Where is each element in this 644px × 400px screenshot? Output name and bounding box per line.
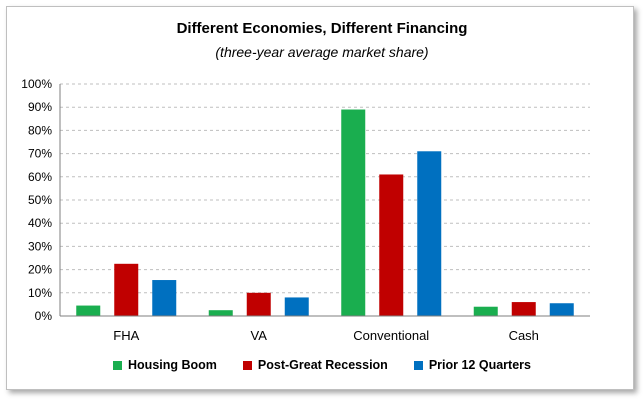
y-tick-label: 50% [28, 193, 52, 207]
y-tick-label: 60% [28, 170, 52, 184]
bar-prior-12-quarters-conventional [417, 151, 442, 316]
bar-prior-12-quarters-va [284, 297, 309, 316]
bar-post-great-recession-cash [511, 302, 536, 316]
y-tick-label: 40% [28, 216, 52, 230]
y-tick-label: 80% [28, 123, 52, 137]
legend-label-housing-boom: Housing Boom [128, 358, 217, 372]
legend-swatch-post-great-recession [242, 360, 252, 370]
y-tick-label: 20% [28, 263, 52, 277]
bar-post-great-recession-conventional [379, 174, 404, 316]
legend: Housing Boom Post-Great Recession Prior … [0, 358, 644, 372]
chart-frame [6, 6, 634, 390]
y-tick-label: 100% [21, 77, 52, 91]
bar-housing-boom-fha [76, 305, 101, 316]
x-tick-label: Cash [509, 328, 539, 343]
y-tick-label: 30% [28, 239, 52, 253]
x-tick-label: FHA [113, 328, 139, 343]
legend-item-housing-boom: Housing Boom [113, 358, 217, 372]
y-tick-label: 0% [35, 309, 53, 323]
bar-housing-boom-cash [473, 306, 498, 316]
y-tick-label: 70% [28, 147, 52, 161]
legend-item-prior-12-quarters: Prior 12 Quarters [413, 358, 531, 372]
legend-swatch-housing-boom [113, 360, 123, 370]
bar-housing-boom-va [208, 310, 233, 316]
bar-post-great-recession-va [246, 292, 271, 316]
bar-post-great-recession-fha [114, 263, 139, 316]
bar-prior-12-quarters-fha [152, 280, 177, 316]
legend-item-post-great-recession: Post-Great Recession [242, 358, 388, 372]
bar-housing-boom-conventional [341, 109, 366, 317]
x-tick-label: VA [251, 328, 268, 343]
chart-subtitle: (three-year average market share) [215, 44, 429, 60]
legend-label-post-great-recession: Post-Great Recession [257, 358, 388, 372]
x-tick-label: Conventional [353, 328, 429, 343]
y-tick-label: 10% [28, 286, 52, 300]
y-tick-label: 90% [28, 100, 52, 114]
chart-title: Different Economies, Different Financing [176, 20, 468, 37]
legend-label-prior-12-quarters: Prior 12 Quarters [428, 358, 531, 372]
bar-prior-12-quarters-cash [549, 303, 574, 316]
legend-swatch-prior-12-quarters [413, 360, 423, 370]
